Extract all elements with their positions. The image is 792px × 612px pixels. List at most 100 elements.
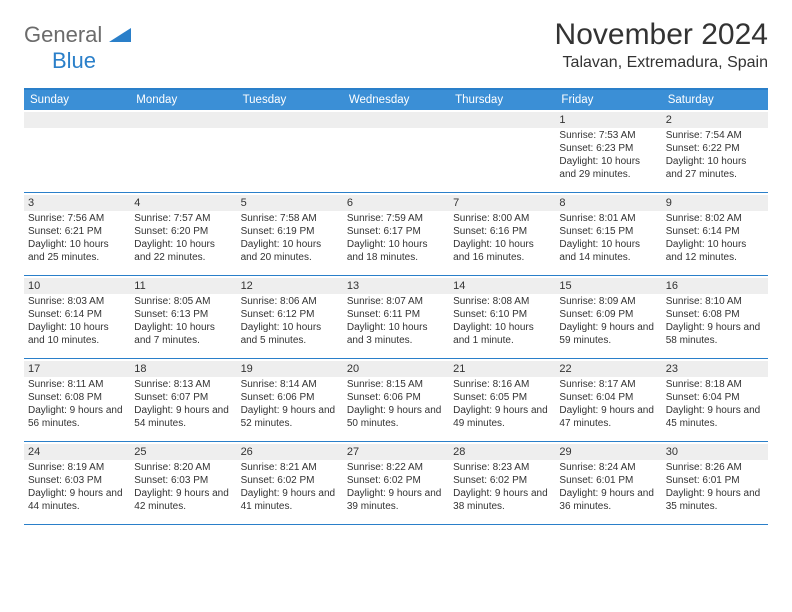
day-number-row: 26 bbox=[237, 444, 343, 460]
day-number: 2 bbox=[666, 114, 672, 126]
weekday-header: Thursday bbox=[449, 90, 555, 110]
sunrise-line: Sunrise: 7:54 AM bbox=[666, 129, 764, 142]
day-number: 3 bbox=[28, 197, 34, 209]
day-number-row: 19 bbox=[237, 361, 343, 377]
logo-triangle-icon bbox=[109, 29, 131, 46]
day-cell bbox=[130, 110, 236, 192]
day-number: 20 bbox=[347, 363, 359, 375]
sunset-line: Sunset: 6:02 PM bbox=[453, 474, 551, 487]
weekday-header: Wednesday bbox=[343, 90, 449, 110]
day-number: 5 bbox=[241, 197, 247, 209]
sunrise-line: Sunrise: 8:03 AM bbox=[28, 295, 126, 308]
daylight-line: Daylight: 9 hours and 59 minutes. bbox=[559, 321, 657, 347]
day-cell: 11Sunrise: 8:05 AMSunset: 6:13 PMDayligh… bbox=[130, 276, 236, 358]
day-number-row: 23 bbox=[662, 361, 768, 377]
sunrise-line: Sunrise: 8:02 AM bbox=[666, 212, 764, 225]
day-cell: 28Sunrise: 8:23 AMSunset: 6:02 PMDayligh… bbox=[449, 442, 555, 524]
sunset-line: Sunset: 6:01 PM bbox=[559, 474, 657, 487]
day-cell bbox=[24, 110, 130, 192]
day-cell: 18Sunrise: 8:13 AMSunset: 6:07 PMDayligh… bbox=[130, 359, 236, 441]
day-cell: 21 Sunrise: 8:16 AMSunset: 6:05 PMDayligh… bbox=[449, 359, 555, 441]
day-cell: 14Sunrise: 8:08 AMSunset: 6:10 PMDayligh… bbox=[449, 276, 555, 358]
day-number-empty bbox=[343, 112, 449, 128]
sunrise-line: Sunrise: 8:13 AM bbox=[134, 378, 232, 391]
day-number-row: 28 bbox=[449, 444, 555, 460]
daylight-line: Daylight: 9 hours and 58 minutes. bbox=[666, 321, 764, 347]
day-number-row: 25 bbox=[130, 444, 236, 460]
sunset-line: Sunset: 6:14 PM bbox=[28, 308, 126, 321]
day-number-row: 1 bbox=[555, 112, 661, 128]
sunrise-line: Sunrise: 8:10 AM bbox=[666, 295, 764, 308]
day-number: 6 bbox=[347, 197, 353, 209]
day-number-row: 20 bbox=[343, 361, 449, 377]
day-cell bbox=[449, 110, 555, 192]
sunset-line: Sunset: 6:16 PM bbox=[453, 225, 551, 238]
day-cell: 27Sunrise: 8:22 AMSunset: 6:02 PMDayligh… bbox=[343, 442, 449, 524]
day-cell: 1Sunrise: 7:53 AMSunset: 6:23 PMDaylight… bbox=[555, 110, 661, 192]
sunset-line: Sunset: 6:06 PM bbox=[241, 391, 339, 404]
day-number-row: 6 bbox=[343, 195, 449, 211]
sunrise-line: Sunrise: 8:09 AM bbox=[559, 295, 657, 308]
week-row: 1Sunrise: 7:53 AMSunset: 6:23 PMDaylight… bbox=[24, 110, 768, 193]
sunrise-line: Sunrise: 8:11 AM bbox=[28, 378, 126, 391]
sunset-line: Sunset: 6:20 PM bbox=[134, 225, 232, 238]
sunset-line: Sunset: 6:05 PM bbox=[453, 391, 551, 404]
day-cell bbox=[343, 110, 449, 192]
day-cell: 20Sunrise: 8:15 AMSunset: 6:06 PMDayligh… bbox=[343, 359, 449, 441]
day-number: 18 bbox=[134, 363, 146, 375]
day-number: 4 bbox=[134, 197, 140, 209]
logo: General Blue bbox=[24, 18, 131, 74]
day-number-row: 16 bbox=[662, 278, 768, 294]
day-number: 12 bbox=[241, 280, 253, 292]
location-text: Talavan, Extremadura, Spain bbox=[555, 54, 768, 72]
daylight-line: Daylight: 10 hours and 3 minutes. bbox=[347, 321, 445, 347]
sunrise-line: Sunrise: 8:26 AM bbox=[666, 461, 764, 474]
sunset-line: Sunset: 6:02 PM bbox=[241, 474, 339, 487]
sunset-line: Sunset: 6:03 PM bbox=[134, 474, 232, 487]
daylight-line: Daylight: 10 hours and 1 minute. bbox=[453, 321, 551, 347]
sunset-line: Sunset: 6:23 PM bbox=[559, 142, 657, 155]
day-number-row: 2 bbox=[662, 112, 768, 128]
day-number: 21 bbox=[453, 363, 465, 375]
day-number-row: 8 bbox=[555, 195, 661, 211]
sunrise-line: Sunrise: 7:56 AM bbox=[28, 212, 126, 225]
sunset-line: Sunset: 6:12 PM bbox=[241, 308, 339, 321]
daylight-line: Daylight: 9 hours and 49 minutes. bbox=[453, 404, 551, 430]
day-cell: 5Sunrise: 7:58 AMSunset: 6:19 PMDaylight… bbox=[237, 193, 343, 275]
weekday-header: Monday bbox=[130, 90, 236, 110]
logo-text-blue: Blue bbox=[52, 48, 96, 73]
day-number-row: 17 bbox=[24, 361, 130, 377]
sunrise-line: Sunrise: 7:58 AM bbox=[241, 212, 339, 225]
sunset-line: Sunset: 6:03 PM bbox=[28, 474, 126, 487]
sunset-line: Sunset: 6:08 PM bbox=[28, 391, 126, 404]
sunset-line: Sunset: 6:01 PM bbox=[666, 474, 764, 487]
daylight-line: Daylight: 10 hours and 27 minutes. bbox=[666, 155, 764, 181]
day-cell: 8Sunrise: 8:01 AMSunset: 6:15 PMDaylight… bbox=[555, 193, 661, 275]
week-row: 3Sunrise: 7:56 AMSunset: 6:21 PMDaylight… bbox=[24, 193, 768, 276]
day-number: 17 bbox=[28, 363, 40, 375]
day-number-row: 4 bbox=[130, 195, 236, 211]
sunset-line: Sunset: 6:09 PM bbox=[559, 308, 657, 321]
day-number-row: 21 bbox=[449, 361, 555, 377]
sunrise-line: Sunrise: 8:14 AM bbox=[241, 378, 339, 391]
day-number-row: 27 bbox=[343, 444, 449, 460]
sunrise-line: Sunrise: 8:05 AM bbox=[134, 295, 232, 308]
sunrise-line: Sunrise: 8:16 AM bbox=[453, 378, 551, 391]
sunrise-line: Sunrise: 8:22 AM bbox=[347, 461, 445, 474]
day-number-row: 13 bbox=[343, 278, 449, 294]
day-number: 27 bbox=[347, 446, 359, 458]
daylight-line: Daylight: 9 hours and 38 minutes. bbox=[453, 487, 551, 513]
day-number-row: 5 bbox=[237, 195, 343, 211]
day-number-row: 22 bbox=[555, 361, 661, 377]
day-number: 10 bbox=[28, 280, 40, 292]
day-number: 19 bbox=[241, 363, 253, 375]
sunrise-line: Sunrise: 8:15 AM bbox=[347, 378, 445, 391]
calendar: SundayMondayTuesdayWednesdayThursdayFrid… bbox=[24, 88, 768, 525]
week-row: 17 Sunrise: 8:11 AMSunset: 6:08 PM Dayligh… bbox=[24, 359, 768, 442]
day-cell: 26Sunrise: 8:21 AMSunset: 6:02 PMDayligh… bbox=[237, 442, 343, 524]
day-number: 29 bbox=[559, 446, 571, 458]
sunset-line: Sunset: 6:22 PM bbox=[666, 142, 764, 155]
sunrise-line: Sunrise: 8:21 AM bbox=[241, 461, 339, 474]
day-cell: 17Sunrise: 8:11 AMSunset: 6:08 PMDayligh… bbox=[24, 359, 130, 441]
logo-text: General Blue bbox=[24, 22, 131, 74]
